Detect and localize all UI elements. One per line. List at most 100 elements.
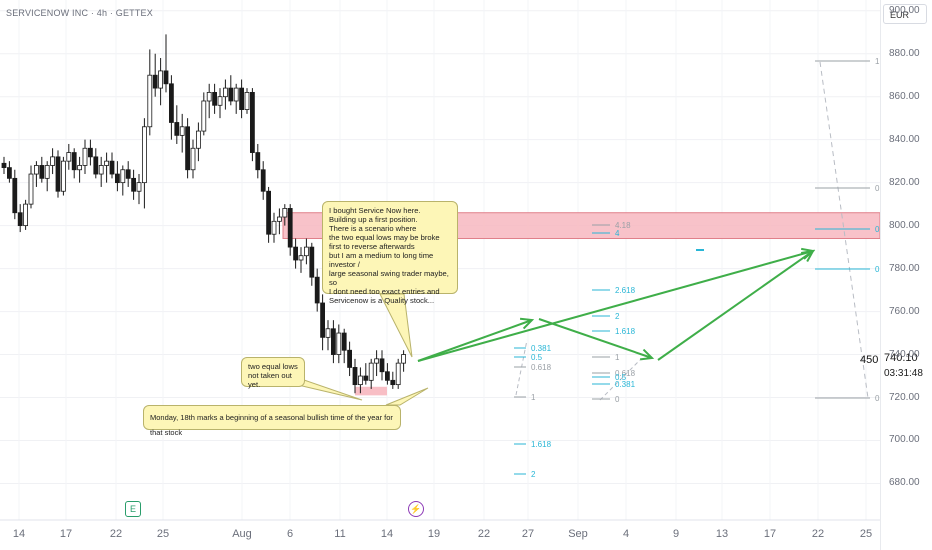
x-tick-label: 22 <box>109 528 123 540</box>
fib-left-label: 0.5 <box>531 353 543 362</box>
candle-body <box>28 173 34 205</box>
candle-body <box>71 152 77 171</box>
candle-body <box>244 91 250 110</box>
earnings-badge[interactable]: E <box>125 501 141 517</box>
projection-arrow <box>417 319 533 362</box>
dividend-badge[interactable]: ⚡ <box>408 501 424 517</box>
callout-pointer <box>296 379 363 401</box>
candle-body <box>384 371 390 381</box>
projection-arrowhead <box>800 249 815 262</box>
fib-mid-label: 4 <box>615 229 620 238</box>
projection-arrow <box>657 250 814 361</box>
candle-body <box>336 332 342 355</box>
seasonal-note-callout[interactable]: Monday, 18th marks a beginning of a seas… <box>143 405 401 437</box>
fib-guide <box>599 359 641 401</box>
candle-body <box>185 126 191 171</box>
y-tick-label: 900.00 <box>889 4 920 16</box>
fib-mid-label: 0.5 <box>615 373 627 382</box>
candle-body <box>325 328 331 338</box>
x-tick-label: 9 <box>672 528 680 540</box>
candle-body <box>309 246 315 278</box>
candle-body <box>152 74 158 89</box>
x-tick-label: 19 <box>427 528 441 540</box>
candle-body <box>233 87 239 102</box>
currency-button[interactable]: EUR <box>883 4 927 24</box>
fib-mid-label: 0 <box>615 395 620 404</box>
x-tick-label: Sep <box>568 528 588 540</box>
candle-body <box>7 167 12 179</box>
candle-body <box>390 379 396 386</box>
candle-body <box>266 190 272 235</box>
main-note-line: There is a scenario where <box>329 224 417 233</box>
candle-body <box>293 246 299 261</box>
candle-body <box>44 165 50 179</box>
lows-note-callout[interactable]: two equal lows not taken out yet. <box>241 357 305 389</box>
x-tick-label: 4 <box>622 528 630 540</box>
candle-body <box>255 152 261 171</box>
candle-body <box>147 74 153 128</box>
candle-body <box>314 276 320 304</box>
candle-body <box>158 70 164 89</box>
x-tick-label: 14 <box>380 528 394 540</box>
candle-body <box>341 332 347 351</box>
candle-body <box>115 173 120 184</box>
fib-right-label: 0. <box>875 225 882 234</box>
main-note-line: first to reverse afterwards <box>329 242 415 251</box>
projection-arrowhead <box>639 348 655 361</box>
candle-body <box>136 182 142 192</box>
candle-body <box>55 156 61 192</box>
candle-body <box>260 169 266 192</box>
fib-mid-label: 0.381 <box>615 380 636 389</box>
candle-body <box>1 162 7 169</box>
fib-left-label: 0.381 <box>531 344 552 353</box>
candle-body <box>141 126 147 184</box>
equal-lows-marker <box>355 386 387 396</box>
fib-mid-label: 2.618 <box>615 286 636 295</box>
candle-body <box>217 96 223 106</box>
candle-body <box>125 169 131 179</box>
fib-mid-label: 1.618 <box>615 327 636 336</box>
main-note-line: I dont need too exact entries and <box>329 287 440 296</box>
candle-body <box>120 169 126 184</box>
fib-left-label: 1.618 <box>531 440 552 449</box>
y-tick-label: 680.00 <box>889 477 920 489</box>
candle-body <box>320 302 326 338</box>
y-tick-label: 820.00 <box>889 176 920 188</box>
main-note-callout[interactable]: I bought Service Now here. Building up a… <box>322 201 458 305</box>
candle-body <box>61 160 66 192</box>
price-axis[interactable] <box>880 0 932 550</box>
fib-right-label: 1 <box>875 57 880 66</box>
candle-body <box>109 160 115 175</box>
candle-body <box>104 160 109 166</box>
x-tick-label: 17 <box>59 528 73 540</box>
candle-body <box>276 216 282 222</box>
y-tick-label: 740.00 <box>889 348 920 360</box>
main-note-line: Servicenow is a Quality stock... <box>329 296 435 305</box>
fib-guide <box>819 61 869 399</box>
candle-body <box>131 177 137 192</box>
bar-countdown-label: 03:31:48 <box>884 368 923 379</box>
projection-arrow <box>538 318 653 359</box>
y-tick-label: 800.00 <box>889 219 920 231</box>
main-note-line: large seasonal swing trader maybe, so <box>329 269 449 287</box>
lows-note-line: two equal lows <box>248 362 298 371</box>
candle-body <box>17 212 23 227</box>
candle-body <box>303 246 309 257</box>
x-tick-label: 22 <box>811 528 825 540</box>
candle-body <box>228 87 234 102</box>
x-tick-label: 25 <box>859 528 873 540</box>
x-tick-label: 25 <box>156 528 170 540</box>
seasonal-note-text: Monday, 18th marks a beginning of a seas… <box>150 413 393 437</box>
x-tick-label: 11 <box>334 528 346 540</box>
candle-body <box>298 255 304 261</box>
fib-left-label: 1 <box>531 393 536 402</box>
fib-right-label: 0. <box>875 184 882 193</box>
candle-body <box>93 156 99 175</box>
candle-body <box>212 91 218 106</box>
projection-arrowhead <box>519 317 535 330</box>
candle-body <box>239 87 245 110</box>
x-tick-label: 22 <box>477 528 491 540</box>
candle-body <box>395 362 401 386</box>
projection-arrow <box>417 250 814 362</box>
